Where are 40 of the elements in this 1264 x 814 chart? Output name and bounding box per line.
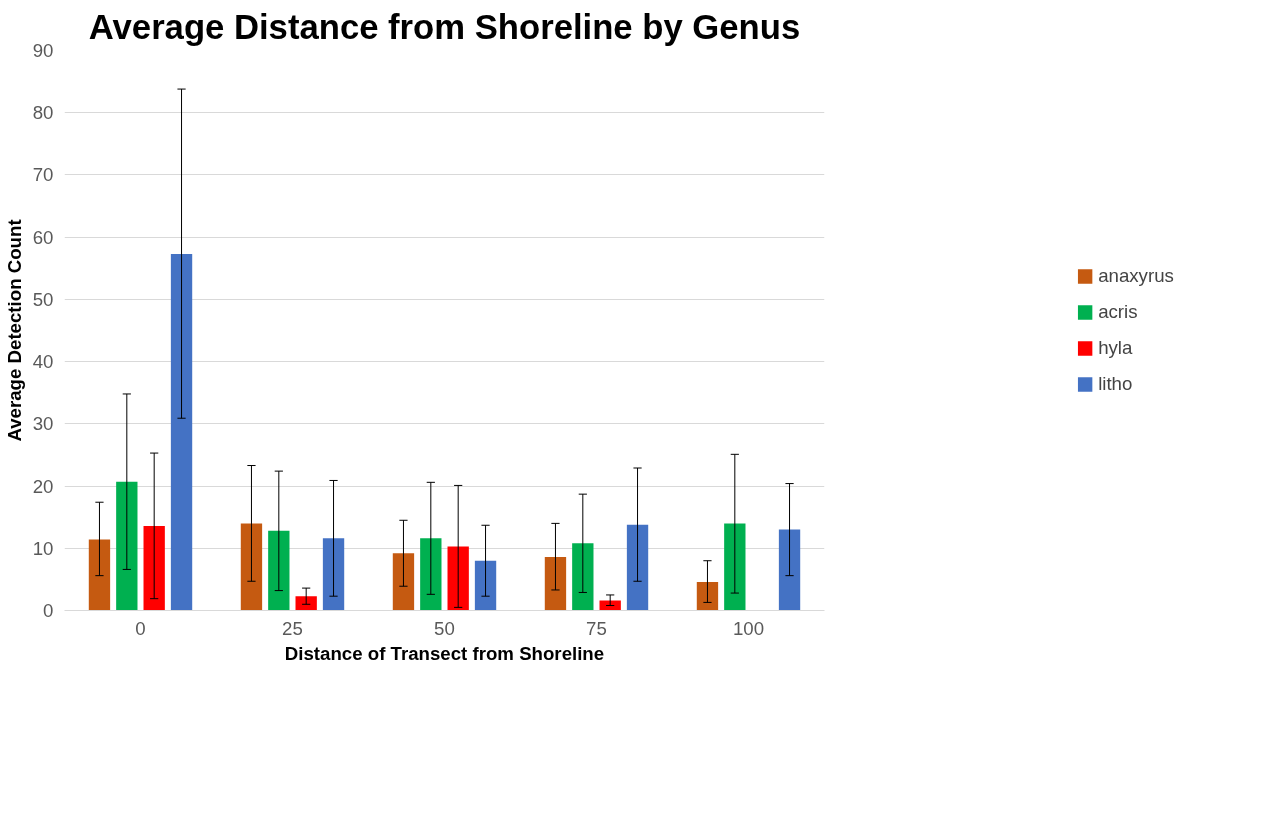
bar bbox=[447, 546, 469, 611]
x-tick-label: 75 bbox=[586, 617, 607, 639]
legend-label: acris bbox=[1098, 301, 1138, 323]
legend-label: litho bbox=[1098, 373, 1133, 395]
bar bbox=[88, 539, 111, 611]
y-tick-label: 40 bbox=[32, 351, 54, 373]
chart-title: Average Distance from Shoreline by Genus bbox=[88, 7, 801, 46]
bar bbox=[626, 524, 649, 611]
bar bbox=[322, 538, 345, 611]
legend-label: anaxyrus bbox=[1098, 265, 1174, 287]
bar bbox=[544, 556, 567, 611]
bar bbox=[420, 538, 442, 611]
y-tick-label: 80 bbox=[32, 102, 54, 124]
y-tick-label: 70 bbox=[32, 164, 54, 186]
x-tick-label: 100 bbox=[732, 617, 765, 639]
bar bbox=[116, 481, 138, 611]
bar bbox=[724, 523, 746, 611]
bar bbox=[474, 560, 497, 611]
bar bbox=[170, 253, 193, 611]
bar bbox=[295, 596, 317, 611]
bar bbox=[696, 581, 719, 611]
y-tick-label: 60 bbox=[32, 226, 54, 248]
bar bbox=[143, 525, 165, 611]
bar bbox=[268, 530, 290, 611]
x-axis-title: Distance of Transect from Shoreline bbox=[284, 642, 605, 664]
y-tick-label: 20 bbox=[32, 475, 54, 497]
y-tick-label: 50 bbox=[32, 288, 54, 310]
x-tick-label: 25 bbox=[282, 617, 303, 639]
bar bbox=[392, 553, 415, 611]
y-tick-label: 10 bbox=[32, 537, 54, 559]
legend-label: hyla bbox=[1098, 337, 1133, 359]
bar bbox=[240, 523, 263, 611]
x-tick-label: 50 bbox=[434, 617, 455, 639]
bar bbox=[778, 529, 801, 611]
y-tick-label: 30 bbox=[32, 413, 54, 435]
x-tick-label: 0 bbox=[135, 617, 146, 639]
bar bbox=[572, 543, 594, 611]
y-tick-label: 90 bbox=[32, 40, 54, 61]
y-axis-title: Average Detection Count bbox=[3, 219, 25, 442]
y-tick-label: 0 bbox=[43, 600, 54, 621]
